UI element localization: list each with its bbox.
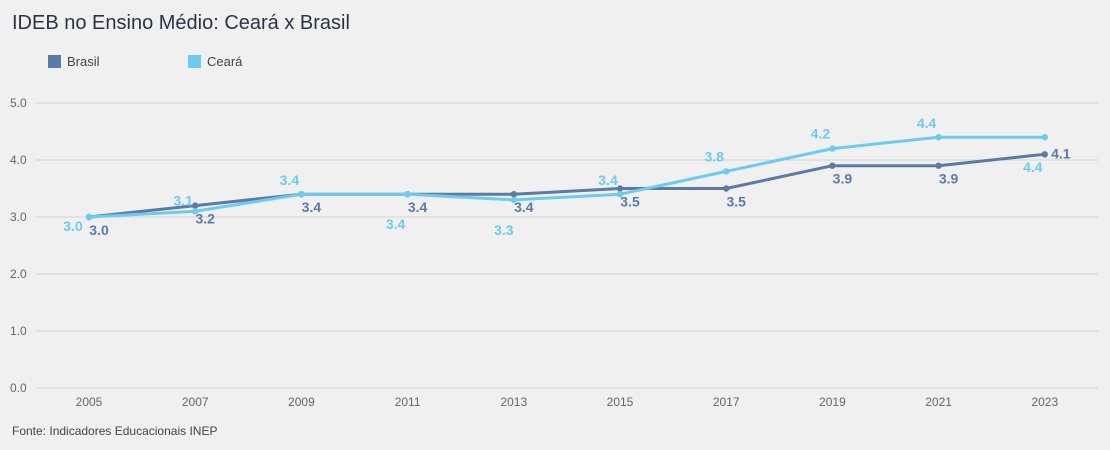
y-tick-label: 4.0 xyxy=(10,153,27,167)
data-point xyxy=(616,191,624,198)
data-label-brasil: 3.5 xyxy=(620,194,640,210)
data-point xyxy=(85,213,93,221)
x-tick-label: 2021 xyxy=(925,395,952,409)
data-point xyxy=(1041,134,1049,141)
data-label-brasil: 3.4 xyxy=(514,199,534,215)
x-tick-label: 2005 xyxy=(76,395,103,409)
data-point xyxy=(935,162,942,169)
data-point xyxy=(510,196,517,204)
data-label-ceara: 3.4 xyxy=(386,216,406,232)
data-label-ceara: 3.3 xyxy=(494,222,514,238)
data-point xyxy=(298,191,305,198)
data-label-ceara: 3.4 xyxy=(598,172,618,188)
data-point xyxy=(616,185,624,192)
x-tick-label: 2009 xyxy=(288,395,315,409)
data-label-ceara: 3.8 xyxy=(704,148,724,164)
data-label-brasil: 3.4 xyxy=(408,199,428,215)
legend-label-ceara: Ceará xyxy=(207,54,243,69)
data-point xyxy=(935,134,942,141)
data-point xyxy=(829,145,836,152)
data-point xyxy=(723,168,730,175)
data-label-ceara: 3.0 xyxy=(63,218,83,234)
y-tick-label: 0.0 xyxy=(10,381,27,395)
data-point xyxy=(510,191,517,198)
legend: Brasil Ceará xyxy=(48,54,328,69)
data-point xyxy=(829,162,836,169)
source-note: Fonte: Indicadores Educacionais INEP xyxy=(12,424,218,438)
y-tick-label: 2.0 xyxy=(10,267,27,281)
legend-swatch-ceara xyxy=(188,55,201,68)
data-label-brasil: 3.9 xyxy=(833,171,853,187)
legend-label-brasil: Brasil xyxy=(67,54,100,69)
data-label-ceara: 3.1 xyxy=(173,192,193,208)
data-label-brasil: 3.4 xyxy=(302,199,322,215)
x-tick-label: 2023 xyxy=(1031,395,1058,409)
data-point xyxy=(192,208,199,215)
x-tick-label: 2017 xyxy=(713,395,740,409)
data-point xyxy=(1041,151,1049,158)
x-tick-label: 2011 xyxy=(395,395,421,409)
data-label-brasil: 3.5 xyxy=(726,194,746,210)
data-label-brasil: 4.1 xyxy=(1051,145,1071,161)
data-label-ceara: 3.4 xyxy=(280,172,300,188)
data-point xyxy=(192,202,199,209)
legend-swatch-brasil xyxy=(48,55,61,68)
legend-item-brasil[interactable]: Brasil xyxy=(48,54,188,69)
data-label-ceara: 4.2 xyxy=(811,126,831,142)
x-tick-label: 2019 xyxy=(819,395,846,409)
chart-title: IDEB no Ensino Médio: Ceará x Brasil xyxy=(12,12,350,34)
data-point xyxy=(723,185,730,192)
x-tick-label: 2015 xyxy=(607,395,634,409)
data-point xyxy=(404,191,411,198)
x-tick-label: 2013 xyxy=(500,395,527,409)
x-tick-label: 2007 xyxy=(182,395,209,409)
data-label-ceara: 4.4 xyxy=(1023,159,1043,175)
legend-item-ceara[interactable]: Ceará xyxy=(188,54,328,69)
data-label-brasil: 3.0 xyxy=(89,222,109,238)
y-tick-label: 5.0 xyxy=(10,96,27,110)
y-tick-label: 1.0 xyxy=(10,324,27,338)
series-line xyxy=(88,152,1045,219)
data-label-brasil: 3.9 xyxy=(939,171,959,187)
data-label-ceara: 4.4 xyxy=(917,115,937,131)
series-line xyxy=(88,135,1045,219)
data-label-brasil: 3.2 xyxy=(195,211,215,227)
y-tick-label: 3.0 xyxy=(10,210,27,224)
